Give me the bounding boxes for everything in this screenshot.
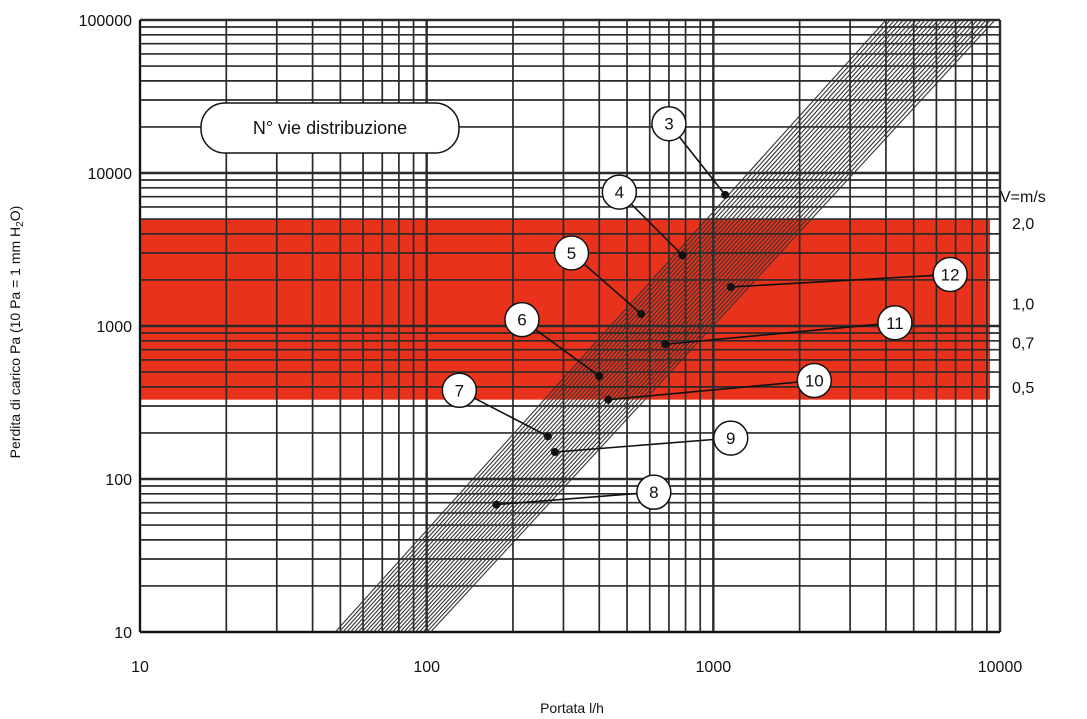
callout-number: 11 bbox=[886, 314, 904, 333]
callout-leader-line bbox=[554, 437, 731, 453]
callout-bubble bbox=[712, 420, 749, 456]
data-point-marker bbox=[637, 309, 646, 318]
callout-number: 5 bbox=[567, 244, 576, 263]
distribution-curve-line bbox=[361, 19, 917, 633]
distribution-curve-line bbox=[395, 19, 957, 633]
x-axis-label: Portata l/h bbox=[540, 700, 604, 716]
callout-number: 3 bbox=[664, 115, 673, 134]
callout-bubble bbox=[553, 235, 590, 271]
distribution-curve-line bbox=[338, 19, 891, 633]
callout-number: 6 bbox=[517, 311, 526, 330]
legend-layer: N° vie distribuzione bbox=[200, 102, 460, 154]
callout-number: 8 bbox=[649, 483, 658, 502]
distribution-curve-line bbox=[365, 19, 922, 633]
data-point-marker bbox=[543, 432, 552, 441]
distribution-curve-line bbox=[346, 19, 900, 633]
y-axis-label-main: Perdita di carico Pa (10 Pa = 1 mm H bbox=[7, 227, 23, 459]
distribution-curve-line bbox=[388, 19, 948, 633]
y-axis-label-subscript: 2 bbox=[15, 221, 26, 227]
y-tick-label: 100 bbox=[105, 472, 132, 489]
callout-bubble bbox=[932, 256, 968, 293]
data-point-marker bbox=[492, 500, 501, 509]
callout-bubble bbox=[877, 305, 913, 341]
x-tick-label: 10 bbox=[131, 659, 149, 676]
data-point-marker bbox=[726, 282, 735, 291]
distribution-curve-line bbox=[342, 19, 896, 633]
data-point-marker bbox=[661, 340, 670, 349]
callout-bubble bbox=[636, 474, 672, 510]
distribution-curve-line bbox=[426, 19, 991, 633]
distribution-curve-line bbox=[376, 19, 935, 633]
x-tick-label: 1000 bbox=[696, 659, 732, 676]
y-axis-label: Perdita di carico Pa (10 Pa = 1 mm H2O) bbox=[7, 206, 26, 459]
callout-layer: 3 4 5 6 7 8 9 10 11 12 bbox=[441, 105, 968, 510]
callout-bubble bbox=[601, 174, 638, 210]
distribution-curve-line bbox=[403, 19, 965, 633]
distribution-curve-line bbox=[399, 19, 961, 633]
distribution-curve-line bbox=[422, 19, 987, 633]
callout-leader-line bbox=[608, 379, 815, 401]
distribution-curve-line bbox=[384, 19, 944, 633]
callout-number: 10 bbox=[805, 372, 824, 391]
distribution-curve-line bbox=[380, 19, 939, 633]
callout-leader-line bbox=[665, 321, 896, 346]
data-point-marker bbox=[678, 251, 687, 260]
velocity-label: 0,7 bbox=[1012, 336, 1034, 353]
distribution-curve-line bbox=[350, 19, 904, 633]
distribution-curve-line bbox=[334, 19, 887, 633]
y-axis-label-tail: O) bbox=[7, 206, 23, 222]
data-point-marker bbox=[550, 448, 559, 457]
distribution-curve-line bbox=[407, 19, 970, 633]
data-point-marker bbox=[721, 190, 730, 199]
axis-layer: Portata l/h Perdita di carico Pa (10 Pa … bbox=[7, 13, 1046, 716]
callout-leader-line bbox=[496, 491, 654, 506]
y-tick-label: 10 bbox=[114, 625, 132, 642]
callout-number: 4 bbox=[615, 183, 624, 202]
distribution-curve-line bbox=[369, 19, 926, 633]
y-tick-label: 100000 bbox=[79, 13, 132, 30]
velocity-label: 1,0 bbox=[1012, 297, 1034, 314]
distribution-curve-line bbox=[414, 19, 978, 633]
callout-bubble bbox=[504, 301, 540, 338]
data-point-marker bbox=[604, 395, 613, 404]
distribution-curve-line bbox=[353, 19, 909, 633]
legend-box bbox=[200, 102, 460, 154]
x-tick-label: 100 bbox=[413, 659, 440, 676]
distribution-curve-line bbox=[392, 19, 952, 633]
y-tick-label: 10000 bbox=[88, 166, 133, 183]
y-tick-label: 1000 bbox=[96, 319, 132, 336]
callout-bubble bbox=[441, 372, 478, 409]
callout-number: 12 bbox=[941, 266, 960, 285]
distribution-curve-line bbox=[357, 19, 913, 633]
distribution-curve-line bbox=[418, 19, 983, 633]
distribution-curve-line bbox=[373, 19, 930, 633]
callout-number: 7 bbox=[455, 381, 464, 400]
callout-leader-line bbox=[730, 273, 951, 288]
callout-bubble bbox=[651, 105, 687, 142]
velocity-label: 0,5 bbox=[1012, 380, 1034, 397]
data-point-marker bbox=[595, 372, 604, 381]
legend-box-text: N° vie distribuzione bbox=[253, 118, 407, 138]
velocity-label: 2,0 bbox=[1012, 216, 1034, 233]
distribution-curve-line bbox=[430, 19, 996, 633]
callout-bubble bbox=[796, 362, 833, 399]
distribution-curve-line bbox=[411, 19, 974, 633]
velocity-title: V=m/s bbox=[1000, 189, 1046, 206]
x-tick-label: 10000 bbox=[978, 659, 1023, 676]
series-layer bbox=[334, 19, 996, 633]
callout-number: 9 bbox=[726, 429, 735, 448]
